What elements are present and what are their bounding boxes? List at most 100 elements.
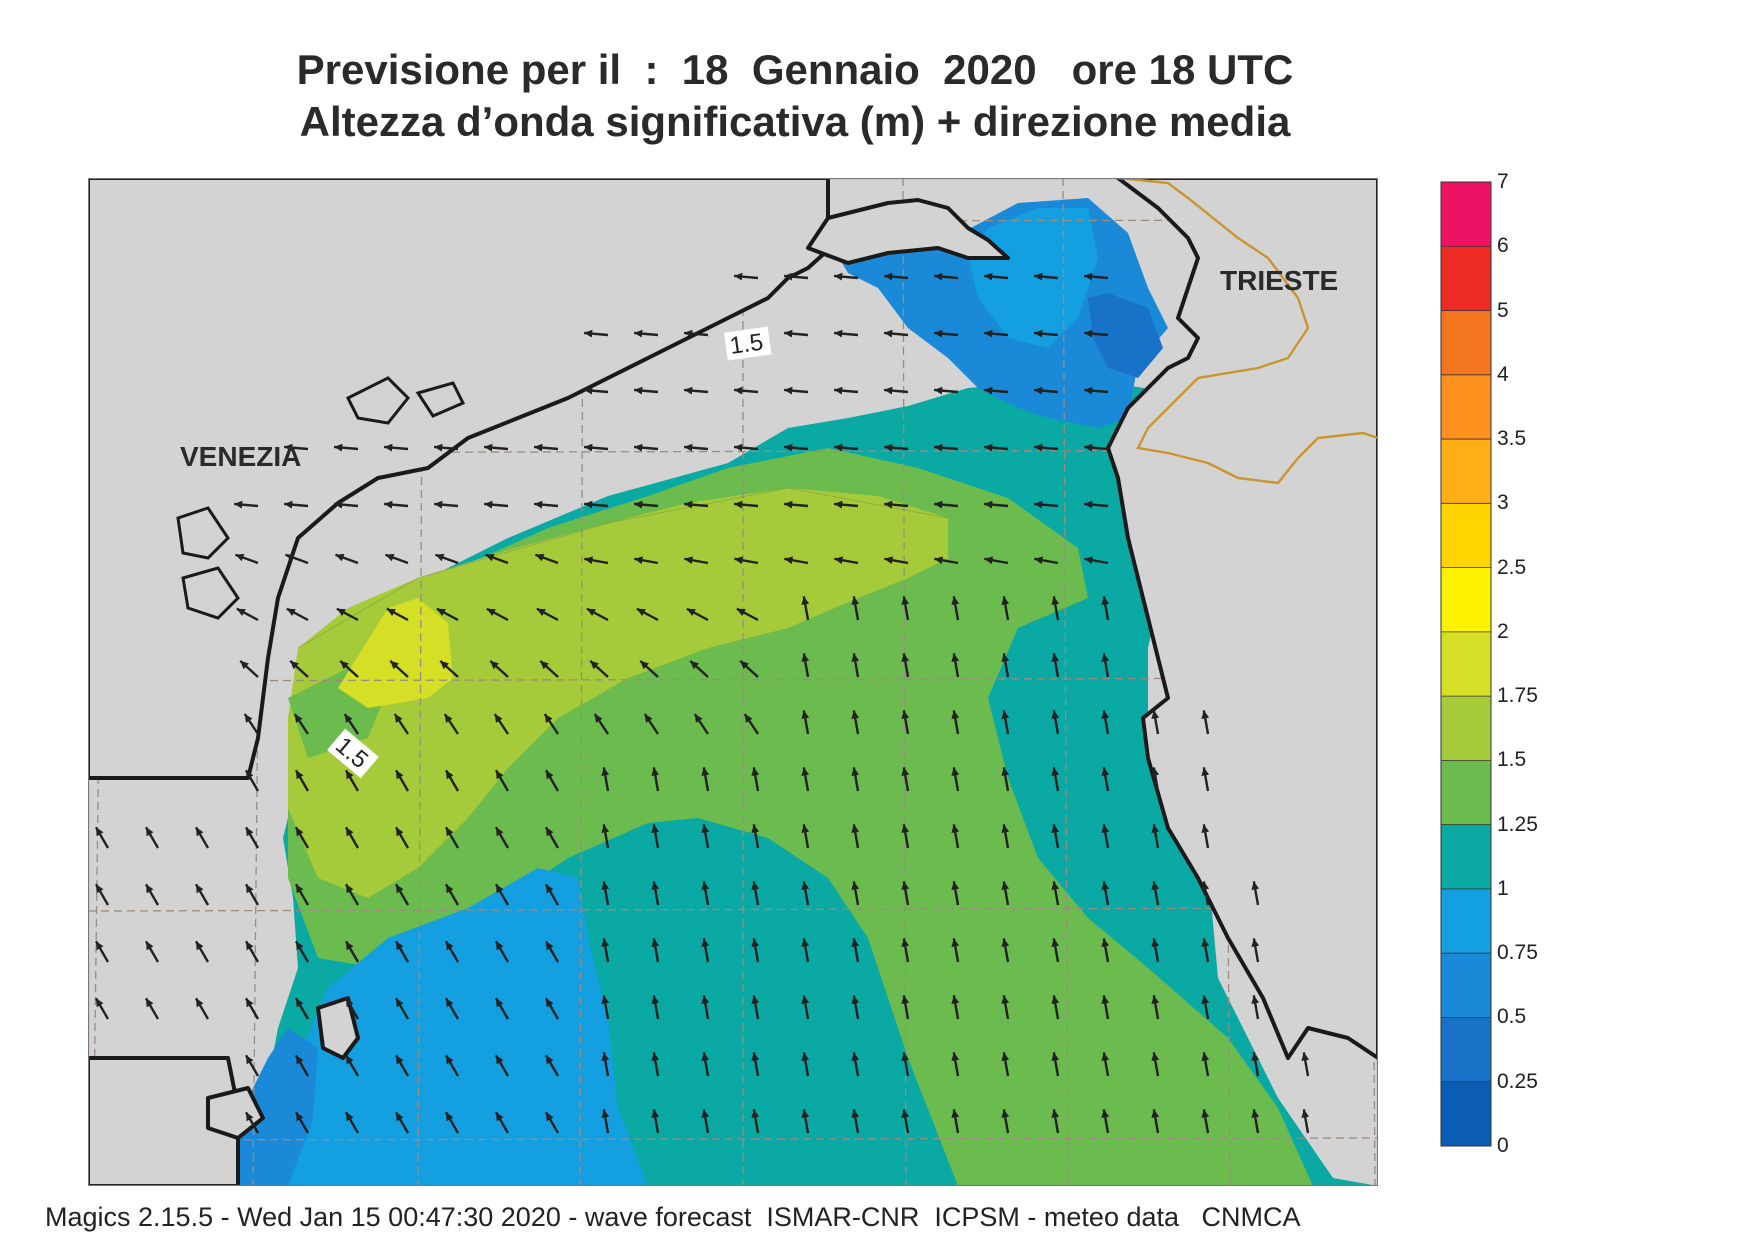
direction-arrowhead — [901, 710, 910, 720]
direction-arrowhead — [96, 998, 104, 1008]
direction-arrowhead — [834, 443, 843, 452]
direction-arrowhead — [801, 1052, 810, 1062]
direction-arrowhead — [1201, 824, 1210, 834]
direction-arrowhead — [884, 272, 893, 281]
direction-arrowhead — [851, 1109, 860, 1119]
direction-arrowhead — [901, 938, 910, 948]
direction-arrowhead — [1084, 329, 1093, 338]
direction-arrowhead — [446, 827, 454, 837]
direction-arrowhead — [634, 500, 643, 509]
direction-arrowhead — [951, 938, 960, 948]
direction-arrowhead — [440, 660, 449, 670]
direction-arrowhead — [884, 443, 893, 452]
direction-arrowhead — [246, 884, 254, 894]
direction-arrowhead — [951, 995, 960, 1005]
direction-arrowhead — [1251, 1109, 1260, 1119]
direction-arrowhead — [1201, 1052, 1210, 1062]
legend-label: 2 — [1497, 619, 1509, 643]
direction-arrowhead — [934, 500, 943, 509]
direction-arrowhead — [1034, 443, 1043, 452]
direction-arrowhead — [734, 386, 743, 395]
direction-arrowhead — [96, 941, 104, 951]
direction-arrowhead — [1101, 710, 1110, 720]
direction-arrowhead — [651, 1109, 660, 1119]
direction-arrowhead — [784, 272, 793, 281]
direction-arrowhead — [396, 1112, 404, 1122]
direction-arrowhead — [601, 1109, 610, 1119]
direction-arrowhead — [1151, 1109, 1160, 1119]
direction-arrowhead — [394, 713, 403, 723]
direction-arrowhead — [246, 998, 254, 1008]
direction-arrowhead — [851, 596, 860, 606]
legend-swatch — [1441, 631, 1491, 697]
legend-swatch — [1441, 439, 1491, 504]
legend-label: 3.5 — [1497, 427, 1527, 451]
direction-arrowhead — [1051, 1109, 1060, 1119]
direction-arrowhead — [296, 1055, 304, 1065]
direction-arrowhead — [1034, 329, 1043, 338]
legend-swatch — [1441, 888, 1491, 954]
direction-arrowhead — [240, 660, 249, 670]
direction-arrowhead — [1201, 710, 1210, 720]
direction-arrowhead — [196, 884, 204, 894]
direction-arrowhead — [684, 386, 693, 395]
direction-arrowhead — [444, 713, 453, 723]
direction-arrowhead — [446, 884, 454, 894]
direction-arrowhead — [1101, 1109, 1110, 1119]
direction-arrowhead — [901, 995, 910, 1005]
footer-credits: Magics 2.15.5 - Wed Jan 15 00:47:30 2020… — [45, 1202, 1301, 1232]
direction-arrowhead — [751, 767, 760, 777]
direction-arrowhead — [834, 329, 843, 338]
direction-arrowhead — [834, 556, 844, 565]
direction-arrowhead — [951, 653, 960, 663]
direction-arrowhead — [1151, 995, 1160, 1005]
legend-swatch — [1441, 246, 1491, 312]
direction-arrowhead — [934, 329, 943, 338]
direction-arrowhead — [584, 556, 594, 565]
direction-arrowhead — [734, 272, 743, 281]
direction-arrowhead — [784, 556, 794, 565]
direction-arrowhead — [385, 553, 395, 562]
direction-arrowhead — [146, 884, 154, 894]
direction-arrowhead — [546, 941, 554, 951]
direction-arrowhead — [496, 998, 504, 1008]
legend-swatch — [1441, 182, 1491, 247]
direction-arrowhead — [490, 660, 499, 670]
direction-arrowhead — [601, 824, 610, 834]
direction-arrowhead — [644, 713, 653, 723]
direction-arrowhead — [701, 1052, 710, 1062]
direction-arrowhead — [146, 998, 154, 1008]
direction-arrowhead — [751, 881, 760, 891]
direction-arrowhead — [534, 500, 543, 509]
direction-arrowhead — [246, 827, 254, 837]
legend-label: 1.5 — [1497, 748, 1527, 772]
direction-arrowhead — [246, 1055, 254, 1065]
country-border — [1117, 178, 1378, 485]
direction-arrowhead — [484, 443, 493, 452]
direction-arrowhead — [1201, 881, 1210, 891]
direction-arrowhead — [751, 824, 760, 834]
direction-arrowhead — [396, 1055, 404, 1065]
direction-arrowhead — [701, 1109, 710, 1119]
direction-arrowhead — [1151, 710, 1160, 720]
direction-arrowhead — [1001, 995, 1010, 1005]
legend-swatch — [1441, 953, 1491, 1018]
direction-arrowhead — [901, 881, 910, 891]
direction-arrowhead — [1001, 653, 1010, 663]
direction-arrowhead — [1251, 995, 1260, 1005]
direction-arrowhead — [334, 500, 343, 509]
direction-arrowhead — [1051, 881, 1060, 891]
direction-arrowhead — [851, 824, 860, 834]
direction-arrowhead — [1251, 881, 1260, 891]
direction-arrowhead — [1101, 995, 1110, 1005]
legend-label: 0.75 — [1497, 941, 1538, 965]
direction-arrowhead — [1101, 767, 1110, 777]
direction-arrowhead — [834, 386, 843, 395]
direction-arrowhead — [801, 1109, 810, 1119]
direction-arrowhead — [296, 1112, 304, 1122]
legend-swatch — [1441, 696, 1491, 761]
direction-arrowhead — [1034, 272, 1043, 281]
direction-arrowhead — [1101, 1052, 1110, 1062]
direction-arrowhead — [801, 938, 810, 948]
direction-arrowhead — [651, 1052, 660, 1062]
